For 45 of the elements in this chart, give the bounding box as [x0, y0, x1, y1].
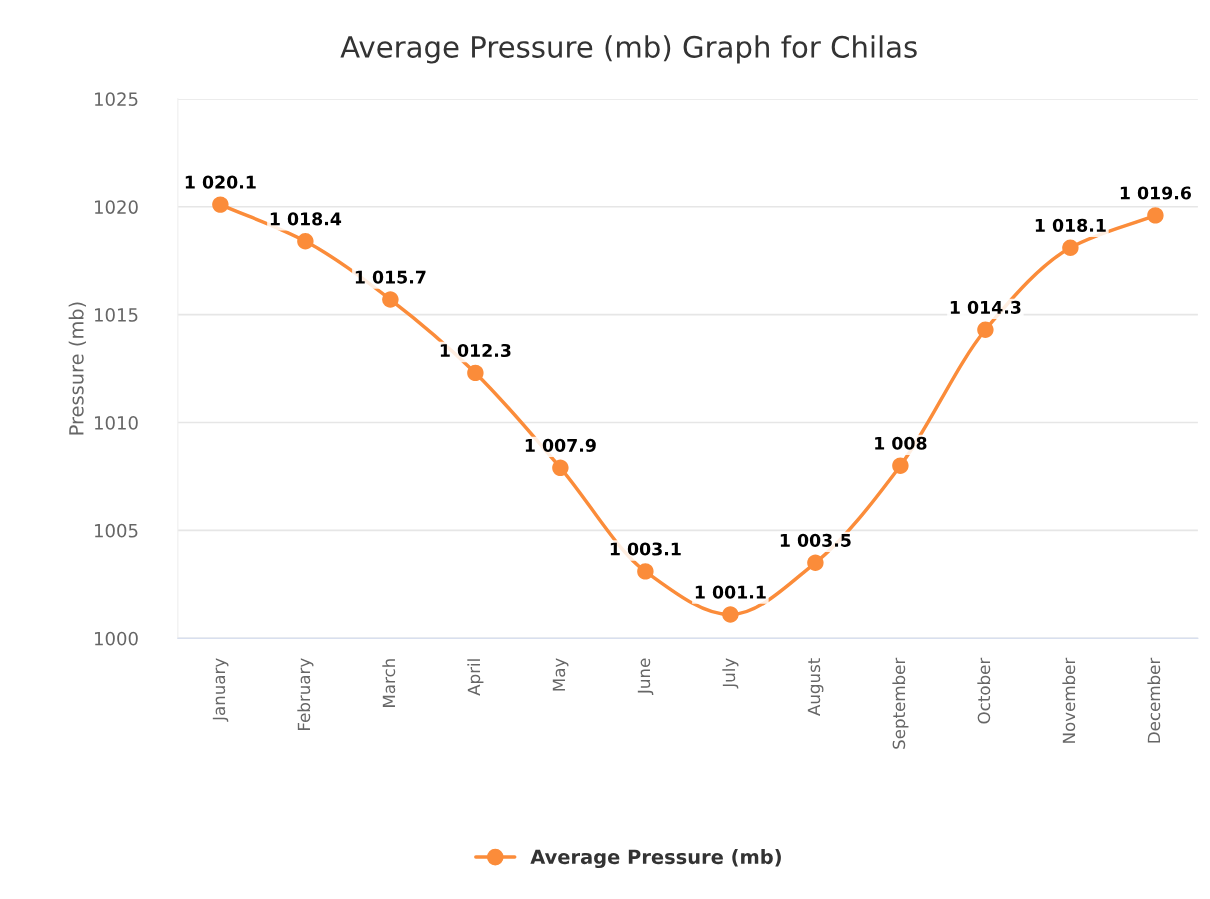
point	[1062, 239, 1079, 256]
y-tick-label: 1010	[95, 415, 138, 430]
legend-label: Average Pressure (mb)	[530, 849, 781, 869]
point	[892, 457, 909, 474]
point	[382, 291, 399, 308]
x-tick-label: February	[297, 658, 314, 730]
point	[1147, 207, 1164, 224]
x-tick-label: October	[977, 657, 991, 724]
data-label: 1 015.7	[355, 270, 426, 284]
data-label: 1 008	[875, 436, 927, 450]
x-tick-label: June	[637, 658, 654, 695]
point	[807, 554, 824, 571]
x-tick-label: August	[807, 658, 824, 716]
y-tick-label: 1000	[95, 631, 138, 646]
x-tick-label: March	[382, 659, 396, 707]
y-tick-label: 1015	[95, 308, 138, 322]
data-label: 1 019.6	[1120, 186, 1191, 200]
data-label: 1 007.9	[525, 438, 596, 452]
x-tick-label: April	[467, 659, 484, 696]
y-tick-label: 1020	[95, 200, 138, 214]
point	[467, 364, 484, 382]
x-tick-label: July	[722, 658, 739, 689]
point	[977, 321, 994, 338]
data-label: 1 003.5	[780, 533, 851, 547]
point	[297, 233, 314, 250]
data-label: 1 001.1	[695, 585, 766, 599]
data-label: 1 014.3	[950, 300, 1021, 314]
point	[552, 459, 569, 477]
data-label: 1 012.3	[440, 343, 511, 358]
x-tick-label: December	[1147, 657, 1161, 743]
data-label: 1 020.1	[185, 175, 256, 189]
x-tick-label: January	[212, 658, 229, 722]
x-tick-label: September	[892, 657, 909, 749]
y-tick-label: 1005	[95, 523, 138, 538]
point	[212, 196, 229, 213]
x-tick-label: November	[1062, 657, 1076, 743]
point	[722, 606, 739, 623]
data-label: 1 018.4	[270, 212, 342, 226]
point	[637, 563, 654, 580]
y-tick-label: 1025	[95, 92, 138, 107]
data-label: 1 003.1	[610, 542, 681, 556]
chart-title: Average Pressure (mb) Graph for Chilas	[340, 35, 917, 64]
x-tick-label: May	[552, 658, 569, 691]
y-axis-title: Pressure (mb)	[68, 302, 86, 435]
data-label: 1 018.1	[1035, 218, 1106, 232]
